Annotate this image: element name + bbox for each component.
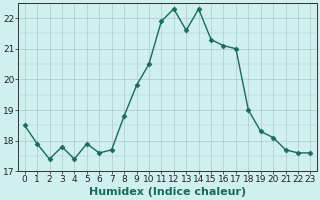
X-axis label: Humidex (Indice chaleur): Humidex (Indice chaleur) [89,187,246,197]
